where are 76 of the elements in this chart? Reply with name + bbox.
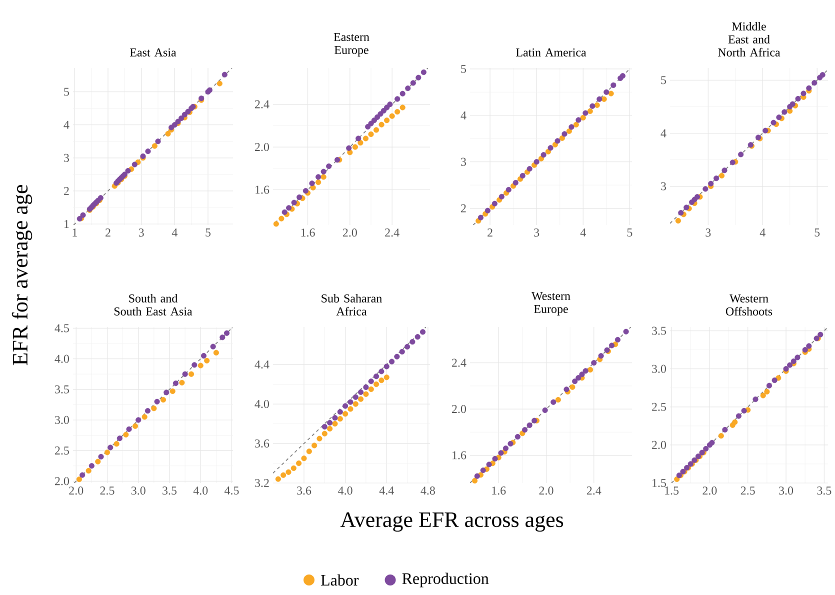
y-tick-label: 4 <box>460 111 466 120</box>
y-tick-label: 5 <box>661 76 666 84</box>
x-tick-label: 2 <box>488 228 492 236</box>
text: EFR for average age <box>12 185 32 366</box>
y-tick-label: 2.0 <box>452 404 466 414</box>
x-tick-label: 2.5 <box>100 486 114 495</box>
x-tick-label: 3.5 <box>162 486 177 495</box>
x-tick-label: 1.6 <box>492 486 506 495</box>
chart-title: Sub Saharan Africa <box>322 294 382 316</box>
x-tick-label: 2 <box>106 228 110 236</box>
chart-title: Middle East and North Africa <box>718 22 780 56</box>
x-tick-label: 4.8 <box>420 486 435 495</box>
y-tick-label: 1.6 <box>452 451 466 460</box>
y-tick-label: 2 <box>64 186 69 195</box>
y-tick-label: 1.5 <box>652 478 666 488</box>
x-tick-label: 3 <box>138 228 144 237</box>
chart-title: South and South East Asia <box>114 294 192 316</box>
y-tick-label: 3 <box>64 154 70 162</box>
x-tick-label: 2.0 <box>342 228 357 237</box>
x-tick-label: 3 <box>534 228 540 237</box>
x-tick-label: 3.5 <box>817 486 832 495</box>
x-tick-label: 3.0 <box>131 486 146 495</box>
y-tick-label: 4.4 <box>254 360 270 369</box>
y-tick-label: 2.0 <box>55 477 70 486</box>
y-tick-label: 3.5 <box>652 326 666 335</box>
x-tick-label: 2.4 <box>586 486 602 495</box>
y-tick-label: 4.5 <box>54 324 70 332</box>
x-tick-label: 4 <box>580 228 586 236</box>
y-tick-label: 2.0 <box>652 440 666 450</box>
chart-title: East Asia <box>130 48 176 56</box>
y-tick-label: 4.0 <box>254 400 270 408</box>
y-tick-label: 2.5 <box>652 402 666 411</box>
y-tick-label: 2.0 <box>255 142 270 152</box>
x-tick-label: 5 <box>627 228 632 237</box>
y-tick-label: 4.0 <box>54 354 70 363</box>
y-tick-label: 3.0 <box>652 364 666 373</box>
y-tick-label: 4 <box>64 120 70 129</box>
legend-label: Labor <box>320 574 359 586</box>
chart-title: Eastern Europe <box>334 33 370 56</box>
y-tick-label: 3.6 <box>255 439 270 448</box>
x-tick-label: 3.6 <box>297 486 312 495</box>
y-tick-label: 5 <box>461 64 466 73</box>
y-tick-label: 4 <box>660 129 666 138</box>
x-tick-label: 1.6 <box>301 228 315 237</box>
chart-title: Western Europe <box>532 292 570 316</box>
y-tick-label: 2 <box>461 204 466 212</box>
y-tick-label: 3 <box>661 182 666 190</box>
y-tick-label: 5 <box>64 88 70 96</box>
x-tick-label: 3.0 <box>779 486 794 495</box>
x-tick-label: 2.0 <box>539 486 554 495</box>
y-tick-label: 2.5 <box>55 446 70 455</box>
y-tick-label: 1.6 <box>256 186 270 194</box>
x-tick-label: 1 <box>72 228 77 236</box>
x-tick-label: 2.5 <box>740 486 755 495</box>
x-tick-label: 4 <box>760 228 766 236</box>
x-tick-label: 2.4 <box>385 228 400 237</box>
y-tick-label: 3.5 <box>55 385 70 394</box>
x-tick-label: 4.4 <box>379 486 394 495</box>
x-tick-label: 5 <box>814 228 820 236</box>
x-tick-label: 4 <box>172 228 178 236</box>
y-tick-label: 1 <box>64 220 69 228</box>
y-tick-label: 2.4 <box>452 358 466 367</box>
y-tick-label: 2.4 <box>255 100 270 108</box>
text: Average EFR across ages <box>340 512 564 532</box>
legend-label: Reproduction <box>402 572 489 588</box>
x-tick-label: 2.0 <box>702 486 717 495</box>
chart-title: Western Offshoots <box>726 294 772 316</box>
y-tick-label: 3.0 <box>55 416 70 424</box>
y-tick-label: 3 <box>461 158 466 166</box>
x-tick-label: 3 <box>706 228 711 237</box>
chart-title: Latin America <box>516 48 586 56</box>
x-tick-label: 5 <box>206 228 211 236</box>
x-tick-label: 4.5 <box>224 486 239 495</box>
x-tick-label: 4.0 <box>338 486 352 495</box>
y-tick-label: 3.2 <box>255 478 269 488</box>
x-tick-label: 4.0 <box>193 486 208 495</box>
